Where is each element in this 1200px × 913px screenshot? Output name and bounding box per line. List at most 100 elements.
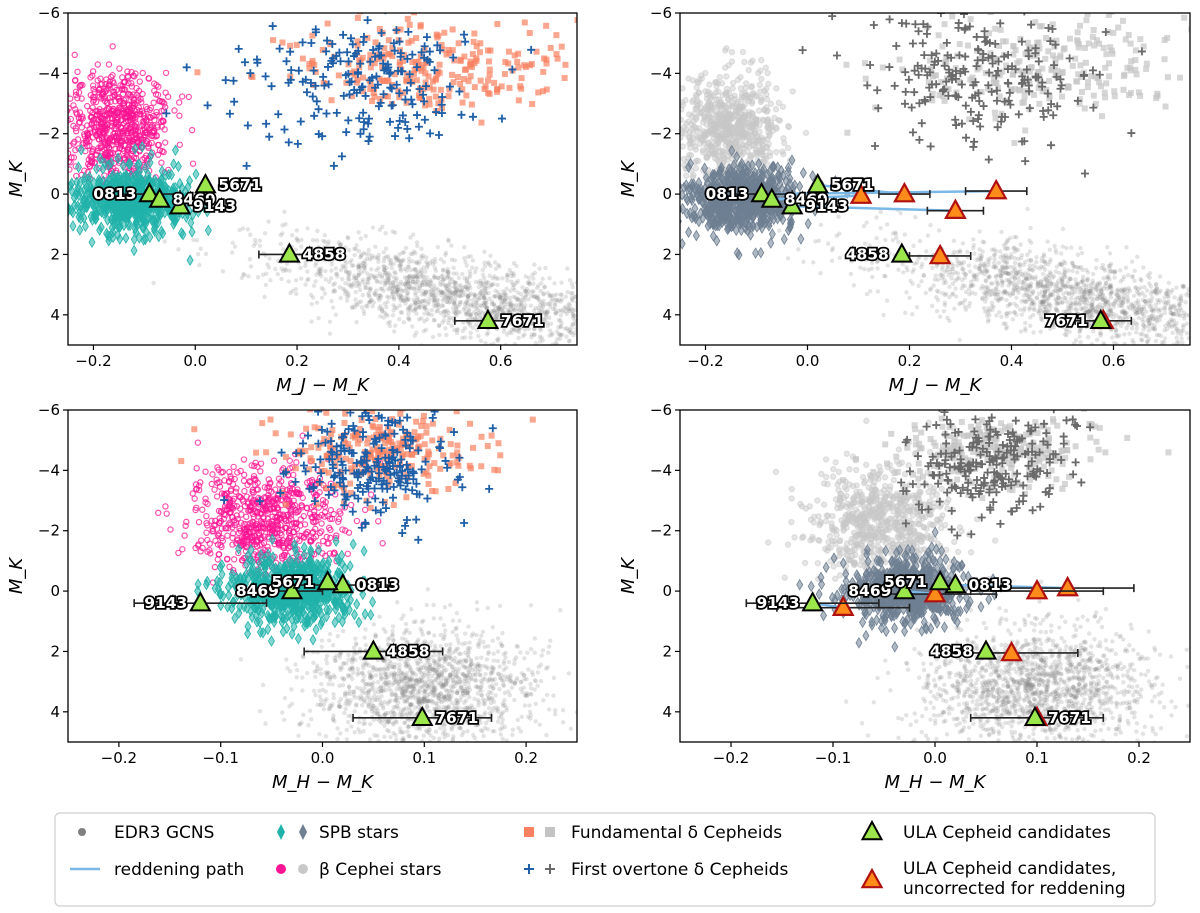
gcns-point	[1001, 321, 1006, 326]
gcns-point	[1133, 285, 1139, 290]
gcns-point	[1139, 337, 1144, 342]
gcns-point	[383, 246, 389, 251]
beta-cephei-point	[68, 105, 72, 112]
gcns-point	[1046, 296, 1051, 301]
gcns-point	[1181, 322, 1186, 328]
gcns-point	[444, 283, 450, 288]
gcns-point	[323, 277, 328, 282]
gcns-point	[584, 343, 588, 347]
gcns-point	[1002, 246, 1008, 251]
gcns-point	[1014, 312, 1019, 318]
gcns-point	[547, 315, 552, 320]
gcns-point	[378, 280, 384, 285]
gcns-point	[474, 322, 479, 328]
beta-cephei-point	[62, 111, 67, 116]
gcns-point	[392, 270, 397, 275]
gcns-point	[435, 302, 441, 308]
gcns-point	[1122, 345, 1126, 349]
gcns-point	[418, 274, 423, 280]
gcns-point	[368, 272, 374, 278]
gcns-point	[1109, 335, 1115, 340]
gcns-point	[447, 276, 453, 282]
beta-cephei-point	[121, 142, 129, 150]
gcns-point	[1012, 234, 1017, 240]
gcns-point	[1108, 291, 1113, 297]
beta-cephei-point	[139, 69, 146, 77]
gcns-point	[627, 347, 631, 351]
gcns-point	[1081, 287, 1087, 292]
gcns-point	[361, 260, 366, 266]
gcns-point	[588, 357, 592, 361]
spb-point	[90, 176, 98, 189]
gcns-point	[377, 304, 383, 309]
gcns-point	[416, 304, 421, 309]
gcns-point	[1036, 283, 1041, 289]
gcns-point	[941, 273, 946, 279]
gcns-point	[383, 272, 388, 277]
gcns-point	[1032, 302, 1037, 307]
beta-cephei-point	[53, 104, 58, 109]
gcns-point	[1107, 285, 1112, 290]
spb-point	[92, 213, 100, 225]
fundamental-cepheid-point	[430, 4, 436, 10]
gcns-point	[464, 299, 470, 304]
gcns-point	[349, 305, 355, 311]
gcns-point	[452, 290, 458, 295]
gcns-point	[953, 294, 959, 299]
beta-cephei-point	[178, 93, 186, 100]
gcns-point	[1115, 293, 1120, 298]
gcns-point	[248, 264, 254, 269]
gcns-point	[1000, 290, 1006, 296]
gcns-point	[590, 327, 594, 331]
gcns-point	[1163, 302, 1168, 308]
gcns-point	[1021, 298, 1027, 303]
gcns-point	[403, 279, 409, 285]
gcns-point	[1005, 237, 1010, 243]
spb-point	[186, 174, 194, 187]
gcns-point	[401, 257, 406, 263]
gcns-point	[1170, 347, 1174, 351]
gcns-point	[951, 263, 956, 269]
gcns-point	[993, 264, 998, 269]
gcns-point	[1142, 298, 1148, 304]
beta-cephei-point	[109, 72, 116, 79]
gcns-point	[280, 231, 285, 236]
gcns-point	[533, 312, 538, 317]
gcns-point	[589, 351, 593, 355]
beta-cephei-point	[91, 159, 99, 166]
gcns-point	[1184, 312, 1189, 317]
gcns-point	[1136, 291, 1141, 296]
beta-cephei-point	[97, 121, 105, 128]
gcns-point	[592, 284, 596, 288]
gcns-point	[1005, 271, 1011, 276]
gcns-point	[346, 236, 351, 241]
fundamental-cepheid-point	[553, 51, 560, 58]
gcns-point	[586, 325, 590, 329]
gcns-point	[511, 294, 516, 300]
gcns-point	[433, 304, 439, 309]
gcns-point	[355, 302, 360, 308]
gcns-point	[1088, 308, 1093, 313]
gcns-point	[1124, 245, 1129, 250]
gcns-point	[1029, 298, 1035, 303]
gcns-point	[999, 278, 1005, 284]
gcns-point	[1023, 291, 1029, 296]
beta-cephei-point	[87, 158, 94, 165]
gcns-point	[445, 296, 450, 301]
spb-point	[107, 157, 115, 169]
gcns-point	[1107, 269, 1112, 275]
gcns-point	[1108, 309, 1113, 314]
gcns-point	[1176, 328, 1181, 334]
gcns-point	[1000, 253, 1006, 258]
gcns-point	[1038, 283, 1043, 289]
gcns-point	[535, 294, 540, 299]
fundamental-cepheid-point	[434, 71, 441, 78]
gcns-point	[472, 292, 477, 297]
gcns-point	[482, 285, 488, 291]
gcns-point	[1086, 290, 1091, 296]
gcns-point	[197, 262, 202, 268]
gcns-point	[470, 258, 476, 263]
gcns-point	[436, 305, 442, 310]
gcns-point	[493, 294, 498, 299]
gcns-point	[468, 312, 473, 318]
